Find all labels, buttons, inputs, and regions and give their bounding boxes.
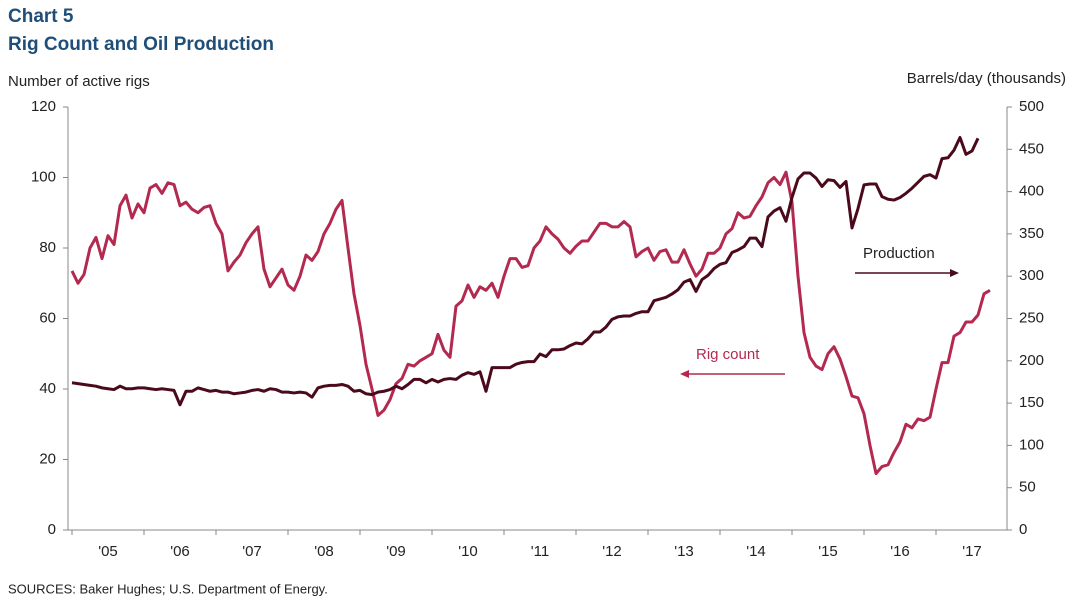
annotation-arrowhead (680, 370, 689, 378)
x-tick-label: '10 (458, 543, 478, 560)
series-line (71, 135, 980, 407)
x-tick-label: '13 (674, 543, 694, 560)
y2-tick-label: 500 (1019, 98, 1044, 115)
y2-tick-label: 250 (1019, 309, 1044, 326)
x-tick-label: '05 (98, 543, 118, 560)
y-tick-label: 60 (39, 309, 56, 326)
x-tick-label: '16 (890, 543, 910, 560)
y-tick-label: 40 (39, 380, 56, 397)
y2-axis-label: Barrels/day (thousands) (907, 70, 1066, 87)
series-line (70, 170, 991, 476)
y2-tick-label: 300 (1019, 267, 1044, 284)
chart-title: Chart 5 (8, 6, 74, 27)
annotation-arrowhead (950, 269, 959, 277)
y-tick-label: 0 (48, 521, 56, 538)
y2-tick-label: 400 (1019, 183, 1044, 200)
x-tick-label: '06 (170, 543, 190, 560)
source-note: SOURCES: Baker Hughes; U.S. Department o… (8, 581, 328, 596)
y-tick-label: 20 (39, 450, 56, 467)
y2-tick-label: 200 (1019, 352, 1044, 369)
annotation: Production (863, 245, 935, 262)
y-tick-label: 100 (31, 168, 56, 185)
x-tick-label: '08 (314, 543, 334, 560)
y2-tick-label: 150 (1019, 394, 1044, 411)
y-tick-label: 80 (39, 239, 56, 256)
x-tick-label: '15 (818, 543, 838, 560)
x-tick-label: '17 (962, 543, 982, 560)
y2-tick-label: 50 (1019, 479, 1036, 496)
y2-tick-label: 350 (1019, 225, 1044, 242)
x-tick-label: '09 (386, 543, 406, 560)
y2-tick-label: 100 (1019, 436, 1044, 453)
chart-subtitle: Rig Count and Oil Production (8, 34, 274, 55)
y2-tick-label: 450 (1019, 140, 1044, 157)
x-tick-label: '07 (242, 543, 262, 560)
y-axis-label: Number of active rigs (8, 73, 150, 90)
y-tick-label: 120 (31, 98, 56, 115)
x-tick-label: '12 (602, 543, 622, 560)
x-tick-label: '14 (746, 543, 766, 560)
y2-tick-label: 0 (1019, 521, 1027, 538)
annotation: Rig count (696, 346, 760, 363)
x-tick-label: '11 (531, 543, 549, 560)
